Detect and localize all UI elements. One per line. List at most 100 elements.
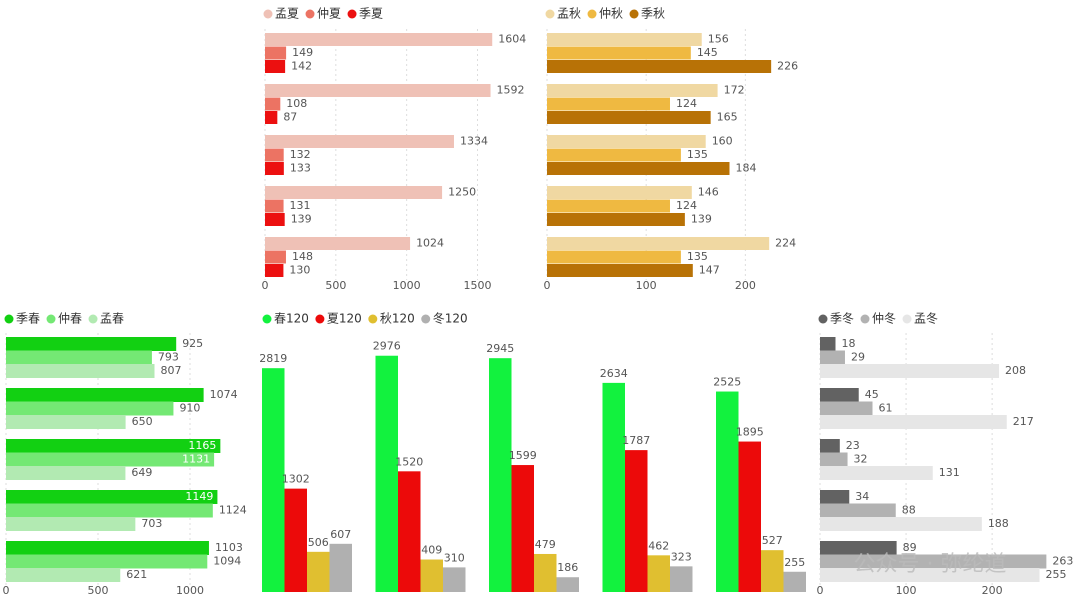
data-label: 29 <box>851 351 865 364</box>
legend-label: 仲春 <box>58 312 82 326</box>
data-label: 323 <box>671 550 692 563</box>
bar <box>6 541 209 555</box>
bar <box>547 199 670 213</box>
bar <box>547 111 711 124</box>
data-label: 172 <box>724 84 745 97</box>
x-tick-label: 200 <box>982 584 1003 597</box>
data-label: 607 <box>330 528 351 541</box>
legend-marker <box>305 9 315 19</box>
bar <box>820 541 897 555</box>
data-label: 156 <box>708 33 729 46</box>
data-label: 807 <box>160 364 181 377</box>
bar <box>511 465 534 592</box>
data-label: 132 <box>290 148 311 161</box>
bar <box>6 350 152 365</box>
data-label: 621 <box>126 568 147 581</box>
legend-marker <box>587 9 597 19</box>
bar <box>265 162 284 175</box>
data-label: 217 <box>1013 415 1034 428</box>
legend-label: 孟秋 <box>557 7 581 21</box>
legend-marker <box>262 314 272 324</box>
legend-marker <box>368 314 378 324</box>
bar <box>265 237 411 250</box>
legend-marker <box>315 314 325 324</box>
x-tick-label: 0 <box>3 584 10 597</box>
bar <box>489 358 512 592</box>
bar <box>547 84 718 97</box>
bar <box>820 568 1040 582</box>
bar <box>265 250 286 264</box>
bar <box>420 559 443 592</box>
x-tick-label: 1000 <box>176 584 204 597</box>
data-label: 1302 <box>282 473 310 486</box>
data-label: 1250 <box>448 186 476 199</box>
data-label: 18 <box>841 337 855 350</box>
data-label: 527 <box>762 534 783 547</box>
data-label: 1334 <box>460 135 488 148</box>
data-label: 1599 <box>509 449 537 462</box>
bar <box>820 452 848 467</box>
bar <box>738 441 761 592</box>
data-label: 1131 <box>182 453 210 466</box>
bar <box>265 60 286 73</box>
data-label: 224 <box>775 237 796 250</box>
bar <box>820 364 1000 378</box>
bar <box>534 553 557 592</box>
legend-marker <box>860 314 870 324</box>
bar <box>783 571 806 592</box>
data-label: 1024 <box>416 237 444 250</box>
data-label: 703 <box>141 517 162 530</box>
bar <box>820 439 840 453</box>
bar <box>547 264 693 277</box>
bar <box>625 450 648 592</box>
data-label: 263 <box>1052 555 1073 568</box>
legend-label: 孟夏 <box>275 7 299 21</box>
bar <box>307 551 330 592</box>
bar <box>6 337 177 351</box>
data-label: 147 <box>699 264 720 277</box>
bar <box>443 567 466 592</box>
bar <box>547 148 681 162</box>
legend-marker <box>818 314 828 324</box>
bar <box>6 415 126 429</box>
data-label: 1604 <box>498 33 526 46</box>
x-tick-label: 100 <box>636 279 657 292</box>
bar <box>265 111 278 124</box>
data-label: 34 <box>855 490 869 503</box>
data-label: 88 <box>902 504 916 517</box>
data-label: 479 <box>535 538 556 551</box>
legend-label: 季春 <box>16 312 40 326</box>
bar <box>265 46 287 60</box>
bar <box>547 46 691 60</box>
data-label: 148 <box>292 250 313 263</box>
x-tick-label: 500 <box>88 584 109 597</box>
bar <box>547 33 702 46</box>
bar <box>820 401 873 416</box>
bar <box>6 517 136 531</box>
bar <box>375 355 398 592</box>
bar <box>547 135 706 148</box>
legend-label: 夏120 <box>327 312 362 326</box>
bar <box>265 97 281 111</box>
x-tick-label: 1500 <box>464 279 492 292</box>
data-label: 1103 <box>215 541 243 554</box>
data-label: 2976 <box>373 340 401 353</box>
bar <box>761 550 784 592</box>
bar <box>265 33 493 46</box>
data-label: 1787 <box>622 434 650 447</box>
data-label: 506 <box>308 536 329 549</box>
bar <box>265 84 491 97</box>
data-label: 133 <box>290 162 311 175</box>
data-label: 1165 <box>188 439 216 452</box>
bar <box>820 415 1007 429</box>
data-label: 32 <box>854 453 868 466</box>
legend-label: 孟冬 <box>914 311 938 326</box>
bar <box>547 250 681 264</box>
legend-label: 仲冬 <box>872 311 896 326</box>
bar <box>820 388 859 402</box>
data-label: 139 <box>691 213 712 226</box>
bar <box>820 350 845 365</box>
legend-marker <box>347 9 357 19</box>
bar <box>556 577 579 592</box>
